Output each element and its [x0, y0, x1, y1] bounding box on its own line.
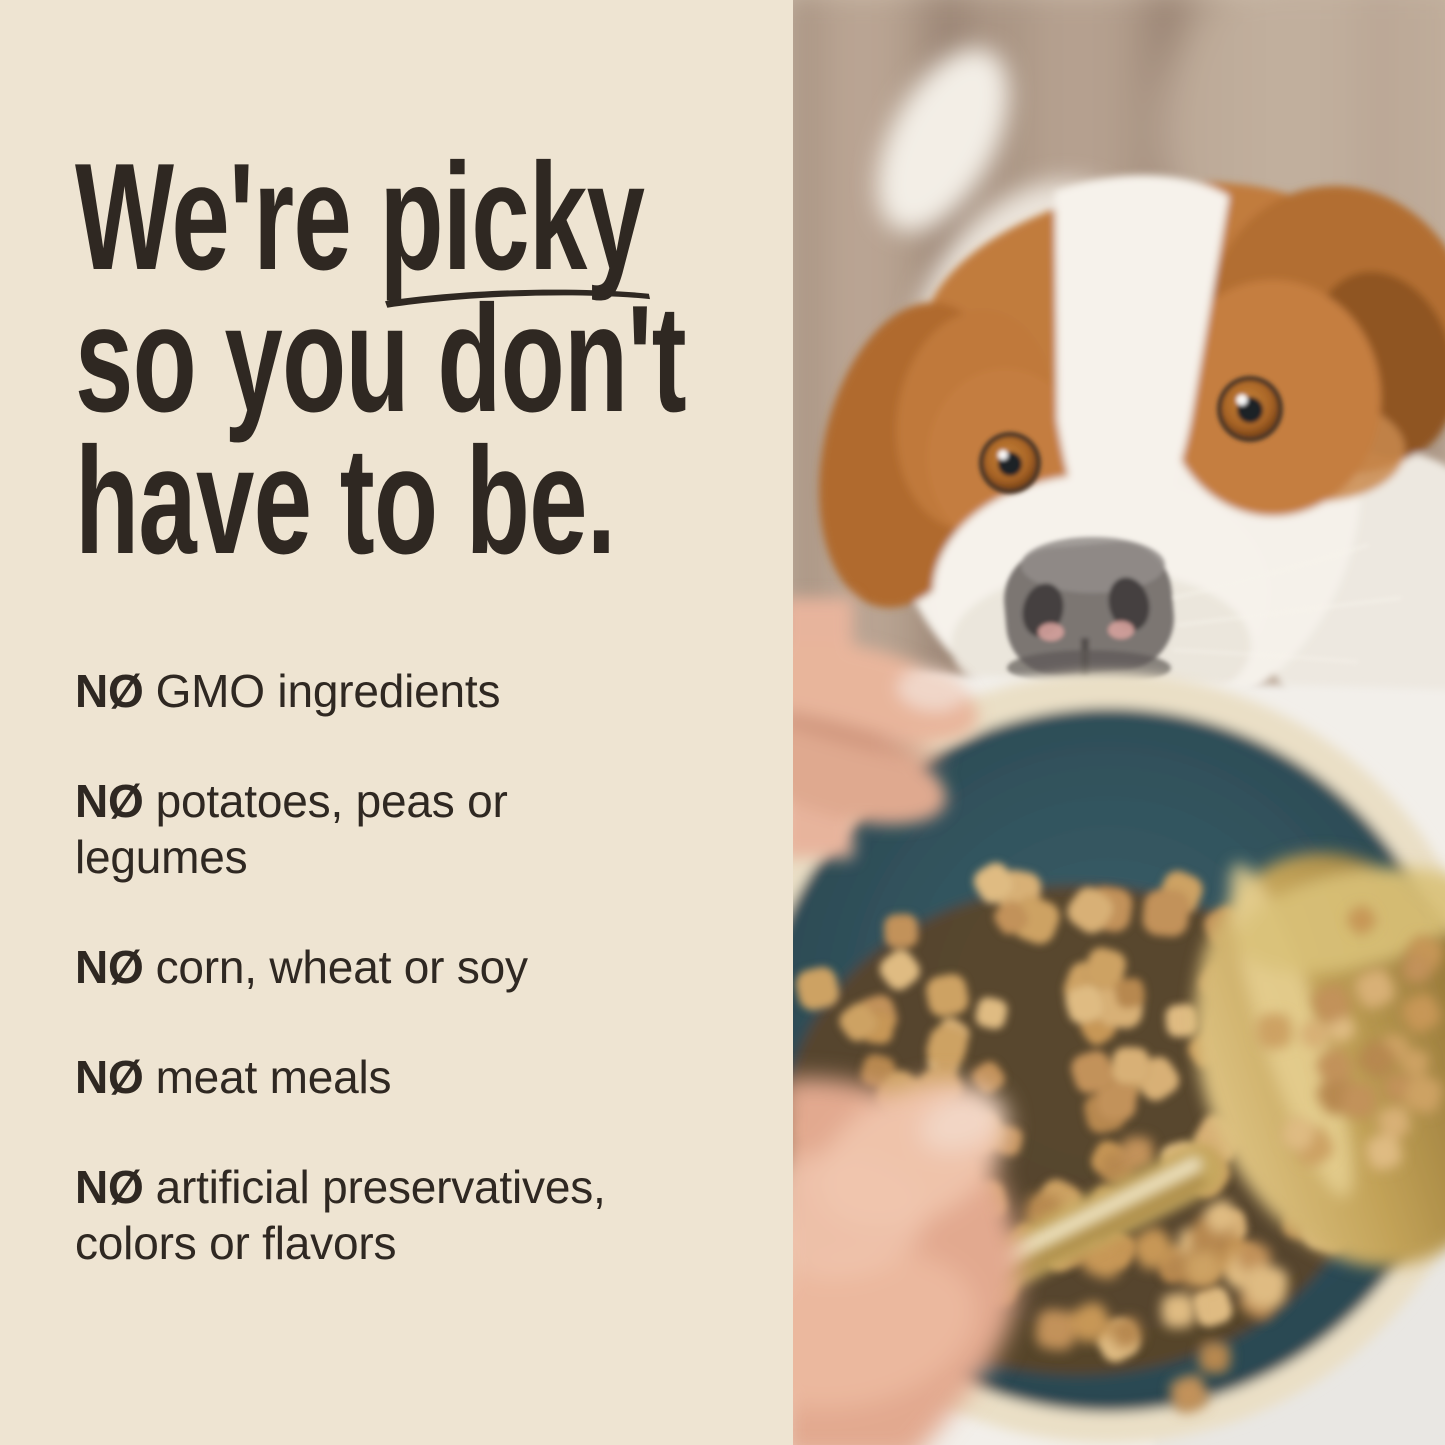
dog-photo-illustration: [793, 0, 1445, 1445]
human-fingers-on-bowl: [793, 598, 978, 858]
dog-nose: [1004, 537, 1174, 686]
no-claim-item: NØ meat meals: [75, 1049, 635, 1105]
claim-text: corn, wheat or soy: [155, 941, 528, 993]
underline-swoosh: [385, 289, 651, 308]
thumbnail: [920, 1092, 1006, 1152]
no-symbol: NØ: [75, 941, 144, 993]
no-symbol: NØ: [75, 665, 144, 717]
dog-kibble-photo: [793, 0, 1445, 1445]
headline-word-picky: picky: [380, 141, 651, 308]
no-symbol: NØ: [75, 1051, 144, 1103]
no-claim-item: NØ GMO ingredients: [75, 663, 635, 719]
kibble-in-scoop-top: [1256, 905, 1445, 1171]
fingernail: [897, 668, 965, 712]
headline-line1-pre: We're: [75, 132, 380, 302]
no-claim-item: NØ corn, wheat or soy: [75, 939, 635, 995]
dog-whiskers: [1172, 543, 1402, 664]
no-claims-list: NØ GMO ingredients NØ potatoes, peas or le…: [75, 663, 635, 1325]
headline-line-2: so you don't: [75, 274, 687, 444]
no-symbol: NØ: [75, 1161, 144, 1213]
claim-text: potatoes, peas or legumes: [75, 775, 508, 883]
headline-line-1: We're picky: [75, 141, 686, 308]
text-panel: We're picky so you don't have to be. NØ G…: [75, 141, 687, 1325]
dog-right-eye: [1217, 376, 1283, 442]
no-claim-item: NØ potatoes, peas or legumes: [75, 773, 635, 885]
headline: We're picky so you don't have to be.: [75, 141, 687, 586]
human-hand-bottom: [793, 1078, 1020, 1445]
dog-blaze: [1055, 175, 1229, 565]
dog-left-eye: [979, 432, 1041, 494]
claim-text: GMO ingredients: [155, 665, 501, 717]
no-symbol: NØ: [75, 775, 144, 827]
headline-line-3: have to be.: [75, 416, 616, 586]
no-claim-item: NØ artificial preservatives, colors or fl…: [75, 1159, 635, 1271]
claim-text: artificial preservatives, colors or flav…: [75, 1161, 606, 1269]
claim-text: meat meals: [155, 1051, 392, 1103]
